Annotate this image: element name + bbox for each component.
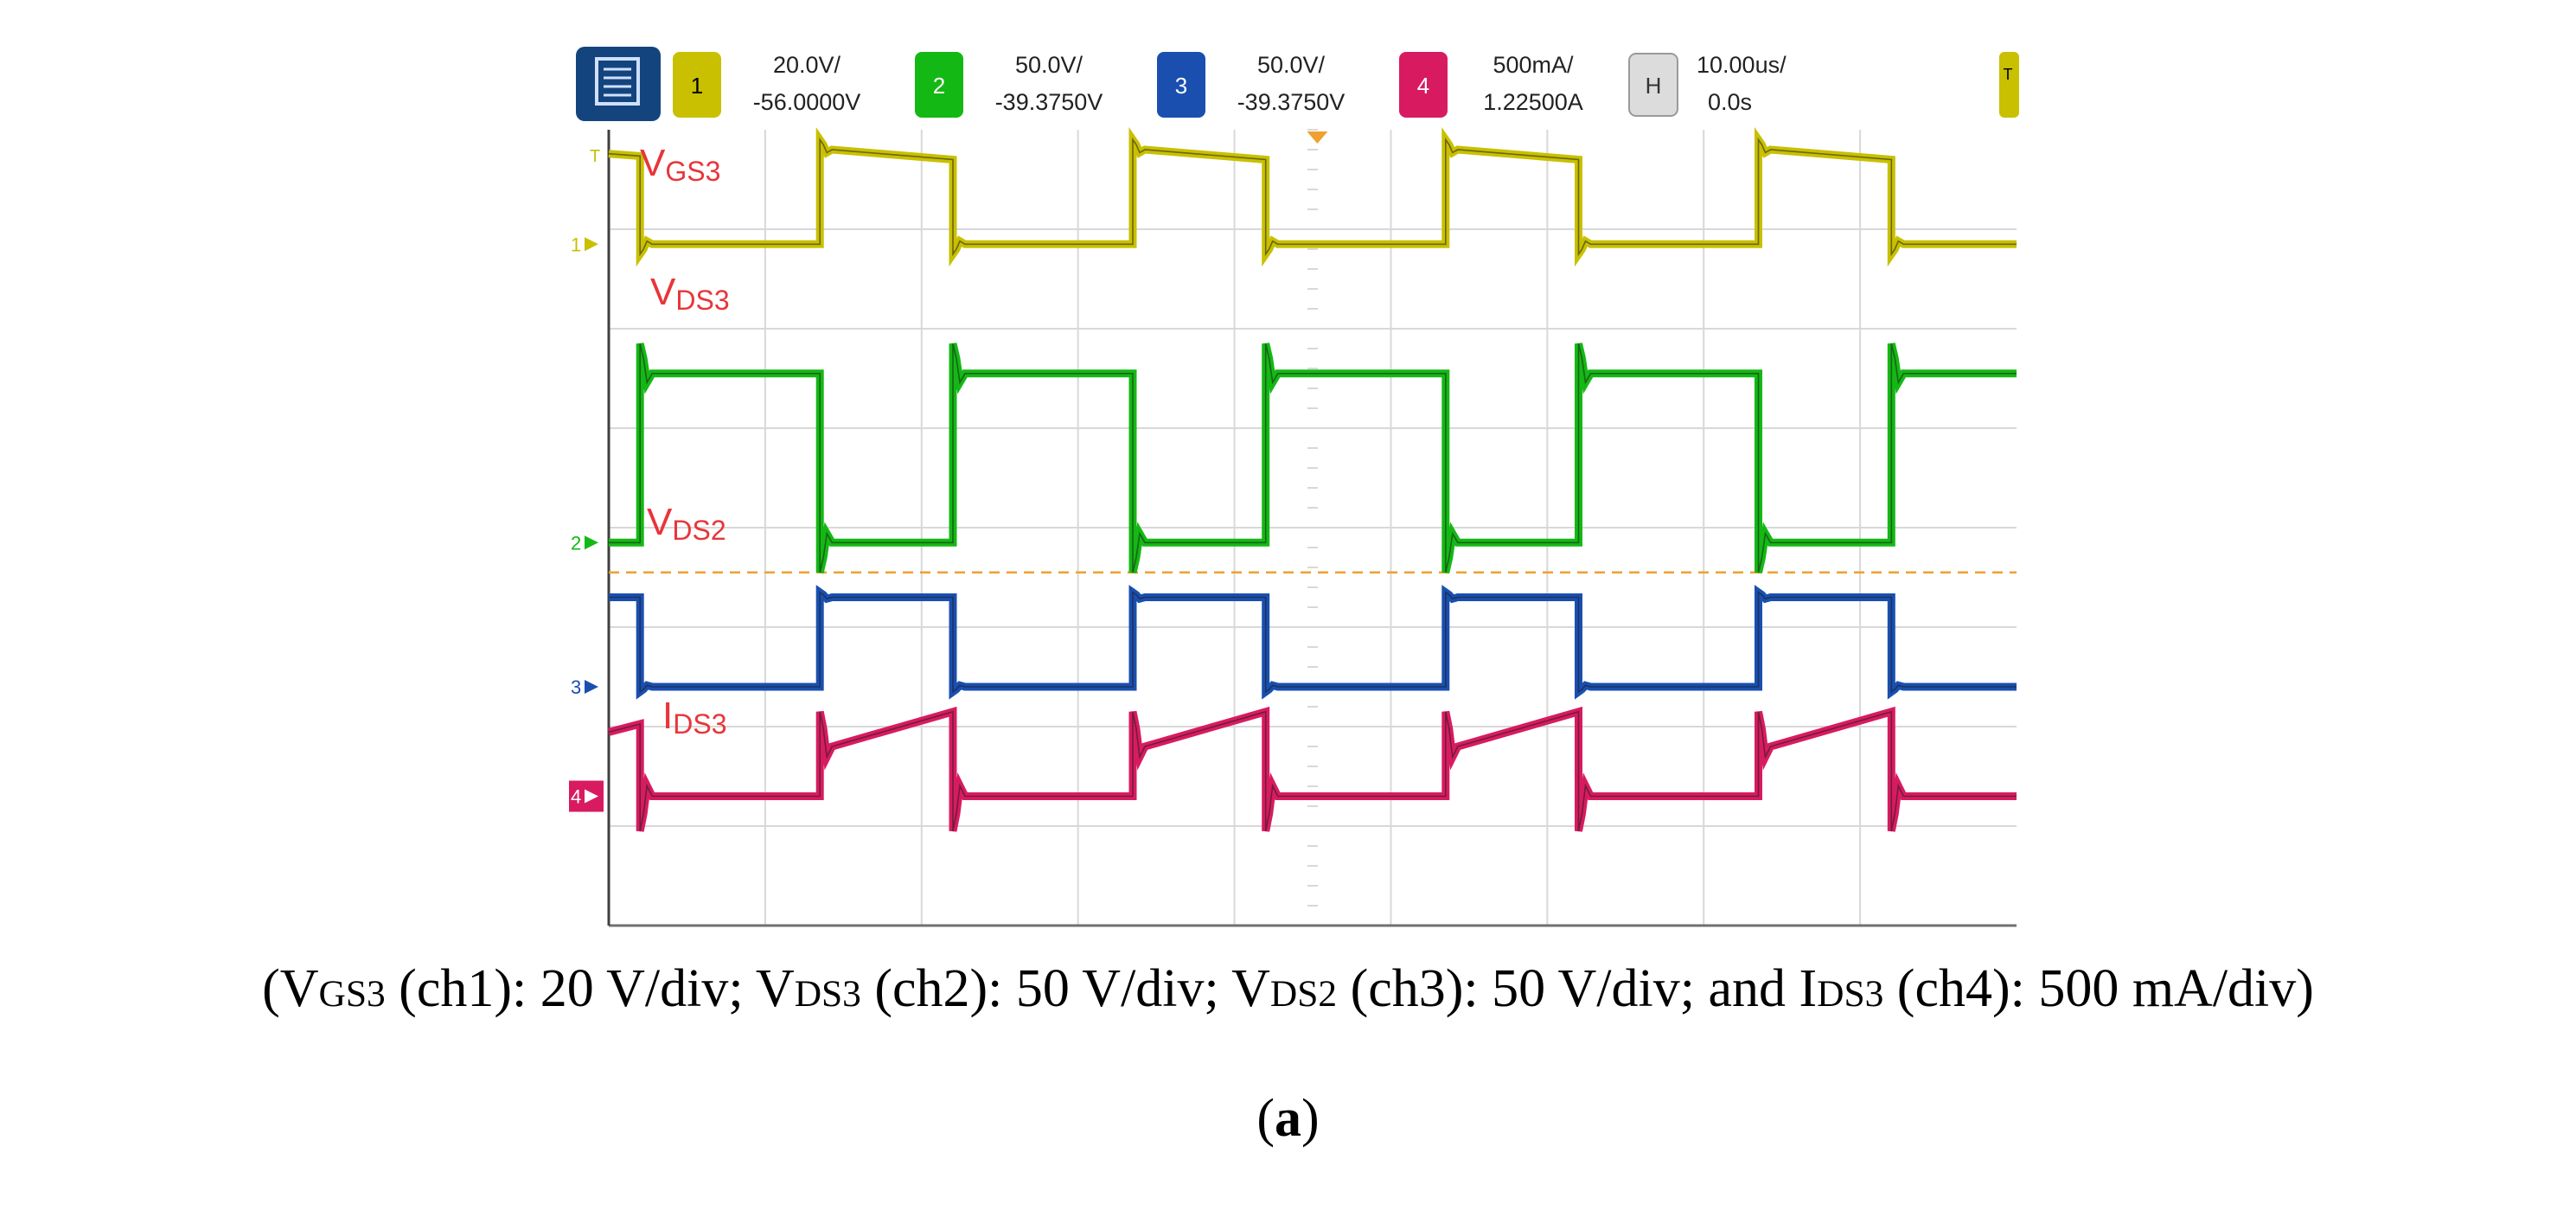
waveform-ids3-noise (608, 710, 2017, 831)
channel-3-settings[interactable]: 3 50.0V/ -39.3750V (1157, 52, 1345, 118)
trigger-badge-letter: T (2004, 66, 2013, 83)
channel-1-offset: -56.0000V (753, 89, 861, 115)
label-main: V (650, 271, 676, 313)
ground-marker-ch1[interactable]: 1 (571, 234, 598, 255)
channel-2-offset: -39.3750V (995, 89, 1103, 115)
label-sub: DS3 (673, 708, 726, 740)
horizontal-scale: 10.00us/ (1697, 52, 1787, 78)
trigger-level-marker[interactable]: T (590, 147, 600, 166)
trigger-badge[interactable] (1999, 52, 2019, 118)
channel-2-number: 2 (933, 73, 945, 99)
ground-marker-number: 3 (571, 676, 581, 698)
figure-label: (a) (1256, 1089, 1320, 1148)
channel-4-settings[interactable]: 4 500mA/1.22500A (1399, 52, 1583, 118)
channel-4-scale: 500mA/ (1493, 52, 1574, 78)
channel-3-badge[interactable] (1157, 52, 1205, 118)
ground-arrow-icon (585, 789, 598, 804)
figure-caption: (VGS3 (ch1): 20 V/div; VDS3 (ch2): 50 V/… (262, 959, 2314, 1018)
channel-2-settings[interactable]: 2 50.0V/ -39.3750V (915, 52, 1103, 118)
ground-marker-ch2[interactable]: 2 (571, 532, 598, 554)
channel-1-badge[interactable] (673, 52, 721, 118)
label-main: V (647, 501, 673, 543)
oscilloscope-screenshot: 1 20.0V/ -56.0000V 2 50.0V/ -39.3750V 3 50.0V/ -… (569, 43, 2019, 927)
label-sub: GS3 (665, 156, 720, 187)
horizontal-badge[interactable] (1628, 53, 1678, 117)
channel-1-scale: 20.0V/ (773, 52, 841, 78)
ground-arrow-icon (585, 237, 598, 252)
horizontal-offset: 0.0s (1708, 89, 1752, 115)
channel-1-settings[interactable]: 1 20.0V/ -56.0000V (673, 52, 860, 118)
channel-2-badge[interactable] (915, 52, 963, 118)
menu-button[interactable] (576, 47, 661, 121)
channel-3-number: 3 (1175, 73, 1187, 99)
trigger-position-marker[interactable] (1307, 131, 1328, 144)
channel-1-number: 1 (691, 73, 703, 99)
ground-marker-number: 4 (571, 786, 581, 808)
scope-grid (609, 129, 2017, 926)
scope-toolbar: 1 20.0V/ -56.0000V 2 50.0V/ -39.3750V 3 50.0V/ -… (574, 43, 2019, 123)
channel-3-offset: -39.3750V (1237, 89, 1346, 115)
channel-2-scale: 50.0V/ (1015, 52, 1083, 78)
ground-arrow-icon (585, 680, 598, 694)
ground-marker-ch4[interactable]: 4 (569, 780, 604, 812)
waveforms (607, 127, 2017, 832)
channel-4-badge[interactable] (1399, 52, 1448, 118)
label-sub: DS2 (672, 515, 725, 546)
horizontal-badge-letter: H (1646, 73, 1662, 99)
document-icon (595, 57, 640, 106)
channel-3-scale: 50.0V/ (1257, 52, 1326, 78)
label-sub: DS3 (675, 285, 729, 316)
label-main: I (662, 695, 673, 737)
trigger-level-letter: T (590, 147, 600, 166)
waveform-vds3-noise (609, 343, 2017, 573)
ground-marker-ch3[interactable]: 3 (571, 676, 598, 698)
label-ids3: IDS3 (662, 695, 726, 740)
ground-marker-number: 1 (571, 234, 581, 255)
label-vds2: VDS2 (647, 501, 726, 546)
channel-4-number: 4 (1417, 73, 1429, 99)
waveform-vgs3-noise (608, 137, 2017, 257)
ground-arrow-icon (585, 535, 598, 550)
channel-4-offset: 1.22500A (1483, 89, 1583, 115)
waveform-vds2-noise (609, 591, 2017, 694)
trigger-settings[interactable]: T (1999, 52, 2019, 118)
label-vgs3: VGS3 (640, 142, 720, 187)
label-vds3: VDS3 (650, 271, 730, 316)
label-main: V (640, 142, 666, 184)
ground-marker-number: 2 (571, 532, 581, 554)
horizontal-settings[interactable]: H 10.00us/0.0s (1628, 52, 1787, 117)
ground-markers: 1 2 3 4 T (569, 147, 604, 812)
